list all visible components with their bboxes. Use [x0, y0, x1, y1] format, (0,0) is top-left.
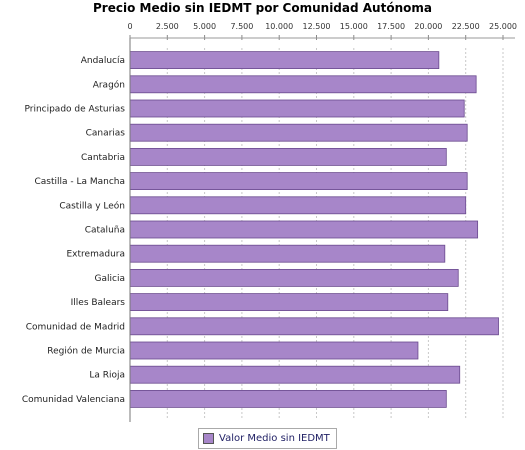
category-label: Aragón — [93, 79, 125, 90]
x-tick-label: 22.500 — [452, 22, 480, 31]
bar — [129, 365, 461, 384]
x-tick-label: 7.500 — [230, 22, 253, 31]
bar — [129, 341, 419, 360]
category-label: Principado de Asturias — [24, 105, 125, 115]
x-tick-label: 20.000 — [414, 22, 442, 31]
x-tick-label: 10.000 — [265, 22, 293, 31]
category-label: Canarias — [86, 129, 126, 139]
bar — [129, 268, 459, 287]
x-axis-ticks: 0 2.500 5.000 7.500 10.000 12.500 15.000 17.500… — [127, 22, 517, 40]
chart-title: Precio Medio sin IEDMT por Comunidad Aut… — [93, 1, 432, 15]
x-tick-label: 0 — [127, 22, 132, 31]
category-label: Illes Balears — [71, 298, 126, 308]
bar — [129, 123, 468, 142]
bar — [129, 147, 447, 166]
category-label: Galicia — [95, 274, 125, 284]
category-labels: Andalucía Aragón Principado de Asturias Can… — [22, 56, 125, 405]
category-label: Castilla y León — [59, 200, 125, 211]
bar — [129, 389, 447, 408]
bar — [129, 196, 467, 215]
x-tick-label: 15.000 — [340, 22, 368, 31]
x-tick-label: 17.500 — [377, 22, 405, 31]
x-tick-label: 5.000 — [193, 22, 216, 31]
category-label: Cantabria — [81, 153, 125, 163]
category-label: Región de Murcia — [47, 346, 125, 357]
bars — [129, 51, 499, 408]
category-label: Extremadura — [67, 250, 126, 260]
bar — [129, 51, 440, 69]
bar — [129, 317, 499, 336]
legend-label: Valor Medio sin IEDMT — [219, 433, 330, 444]
category-label: Comunidad de Madrid — [26, 322, 125, 332]
bar — [129, 75, 477, 94]
x-tick-label: 25.000 — [489, 22, 517, 31]
legend: Valor Medio sin IEDMT — [198, 428, 337, 449]
category-label: Andalucía — [81, 56, 125, 66]
legend-swatch — [203, 433, 214, 444]
bar — [129, 172, 468, 191]
bar — [129, 220, 479, 239]
x-tick-label: 12.500 — [303, 22, 331, 31]
category-label: Cataluña — [85, 226, 125, 236]
bar — [129, 244, 446, 263]
category-label: Castilla - La Mancha — [34, 177, 125, 187]
category-label: La Rioja — [89, 371, 125, 381]
bar — [129, 99, 465, 118]
category-label: Comunidad Valenciana — [22, 395, 125, 405]
bar — [129, 293, 449, 312]
x-tick-label: 2.500 — [156, 22, 179, 31]
